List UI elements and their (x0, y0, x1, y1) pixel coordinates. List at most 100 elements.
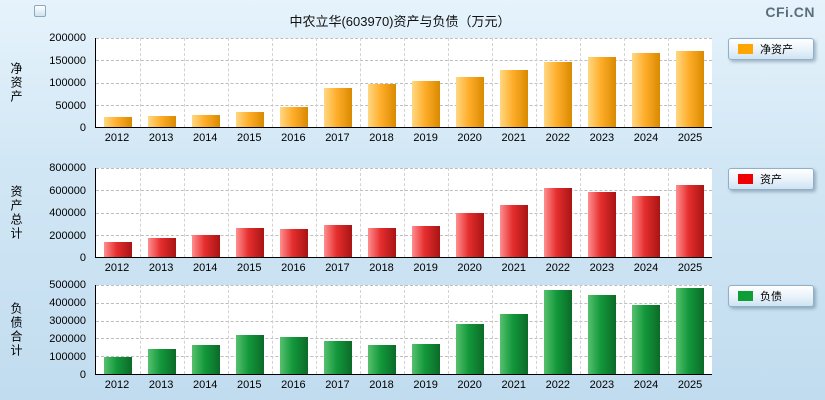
x-tick-label: 2023 (589, 132, 615, 144)
bar-slot (404, 168, 448, 257)
legend-label: 负债 (760, 291, 782, 303)
bar-2017 (324, 88, 352, 127)
bar-2022 (544, 187, 572, 257)
y-tick-label: 200000 (49, 229, 86, 242)
legend-label: 净资产 (760, 44, 793, 56)
gridline-vertical (404, 38, 405, 127)
bar-slot (316, 38, 360, 127)
gridline-vertical (492, 168, 493, 257)
bar-slot (624, 285, 668, 374)
x-tick-label: 2024 (633, 132, 659, 144)
bar-slot (492, 38, 536, 127)
x-tick-label: 2016 (281, 379, 306, 391)
bar-slot (140, 285, 184, 374)
bar-series (96, 38, 712, 127)
gridline-vertical (316, 285, 317, 374)
y-tick-label: 300000 (49, 315, 86, 327)
bar-2019 (412, 344, 440, 374)
bar-2024 (632, 52, 660, 127)
y-tick-label: 0 (79, 122, 86, 134)
legend-label: 资产 (760, 174, 782, 186)
bar-2019 (412, 80, 440, 127)
y-tick-label: 100000 (49, 351, 86, 363)
bar-slot (228, 168, 272, 257)
gridline-vertical (184, 285, 185, 374)
bar-2021 (500, 313, 528, 374)
y-tick-label: 500000 (49, 279, 86, 291)
x-tick-label: 2019 (413, 379, 438, 391)
bar-slot (184, 168, 228, 257)
bar-slot (404, 285, 448, 374)
gridline-vertical (228, 168, 229, 257)
x-axis-ticks: 2012 2013 2014 2015 2016 2017 2018 2019 2020 2021… (95, 379, 712, 391)
x-tick-label: 2017 (325, 262, 350, 274)
bar-2020 (456, 323, 484, 374)
x-tick-label: 2017 (325, 379, 350, 391)
x-tick-label: 2014 (192, 132, 218, 144)
gridline-vertical (492, 38, 493, 127)
gridline-vertical (580, 38, 581, 127)
bar-slot (96, 168, 140, 257)
x-tick-label: 2012 (104, 262, 130, 274)
bar-slot (624, 168, 668, 257)
bar-slot (316, 168, 360, 257)
x-tick-label: 2016 (281, 262, 306, 274)
bar-slot (228, 38, 272, 127)
bar-2025 (676, 50, 704, 127)
x-tick-label: 2023 (589, 379, 615, 391)
x-tick-label: 2012 (104, 379, 130, 391)
bar-slot (580, 38, 624, 127)
gridline-vertical (536, 38, 537, 127)
bar-2019 (412, 226, 440, 257)
x-tick-label: 2022 (545, 132, 571, 144)
legend: 负债 (728, 285, 814, 307)
y-axis-title: 资产总计 (9, 185, 23, 241)
gridline-vertical (316, 38, 317, 127)
x-tick-label: 2015 (237, 379, 262, 391)
bar-2013 (148, 116, 176, 127)
x-tick-label: 2016 (281, 132, 306, 144)
x-tick-label: 2018 (369, 262, 394, 274)
y-axis-title: 负债合计 (9, 302, 23, 358)
bar-2012 (104, 357, 132, 374)
bar-2023 (588, 56, 616, 127)
x-tick-label: 2017 (325, 132, 350, 144)
gridline-vertical (404, 168, 405, 257)
gridline-vertical (580, 285, 581, 374)
bar-2021 (500, 69, 528, 127)
x-tick-label: 2021 (501, 379, 526, 391)
x-tick-label: 2014 (192, 379, 218, 391)
x-axis-ticks: 2012 2013 2014 2015 2016 2017 2018 2019 2020 2021… (95, 132, 712, 144)
bar-2018 (368, 84, 396, 127)
bar-2016 (280, 337, 308, 374)
y-axis-ticks: 0 100000 200000 300000 400000 500000 (0, 279, 91, 381)
bar-2015 (236, 112, 264, 127)
bar-slot (580, 168, 624, 257)
bar-slot (140, 38, 184, 127)
y-tick-label: 400000 (49, 297, 86, 309)
watermark-cfi: CFi.CN (765, 4, 815, 20)
y-tick-label: 50000 (55, 99, 86, 112)
y-tick-label: 150000 (49, 54, 86, 67)
bar-2022 (544, 61, 572, 127)
gridline-vertical (316, 168, 317, 257)
gridline-vertical (624, 168, 625, 257)
gridline-vertical (448, 168, 449, 257)
x-tick-label: 2013 (148, 262, 174, 274)
y-tick-label: 200000 (49, 32, 86, 44)
gridline-vertical (140, 168, 141, 257)
gridline-vertical (580, 168, 581, 257)
x-tick-label: 2018 (369, 379, 394, 391)
x-tick-label: 2015 (237, 132, 262, 144)
bar-slot (668, 38, 712, 127)
gridline-vertical (228, 285, 229, 374)
bar-2013 (148, 238, 176, 257)
gridline-vertical (448, 285, 449, 374)
x-tick-label: 2024 (633, 379, 659, 391)
bar-series (96, 168, 712, 257)
bar-slot (272, 168, 316, 257)
gridline-vertical (624, 285, 625, 374)
bar-2014 (192, 345, 220, 374)
bar-series (96, 285, 712, 374)
